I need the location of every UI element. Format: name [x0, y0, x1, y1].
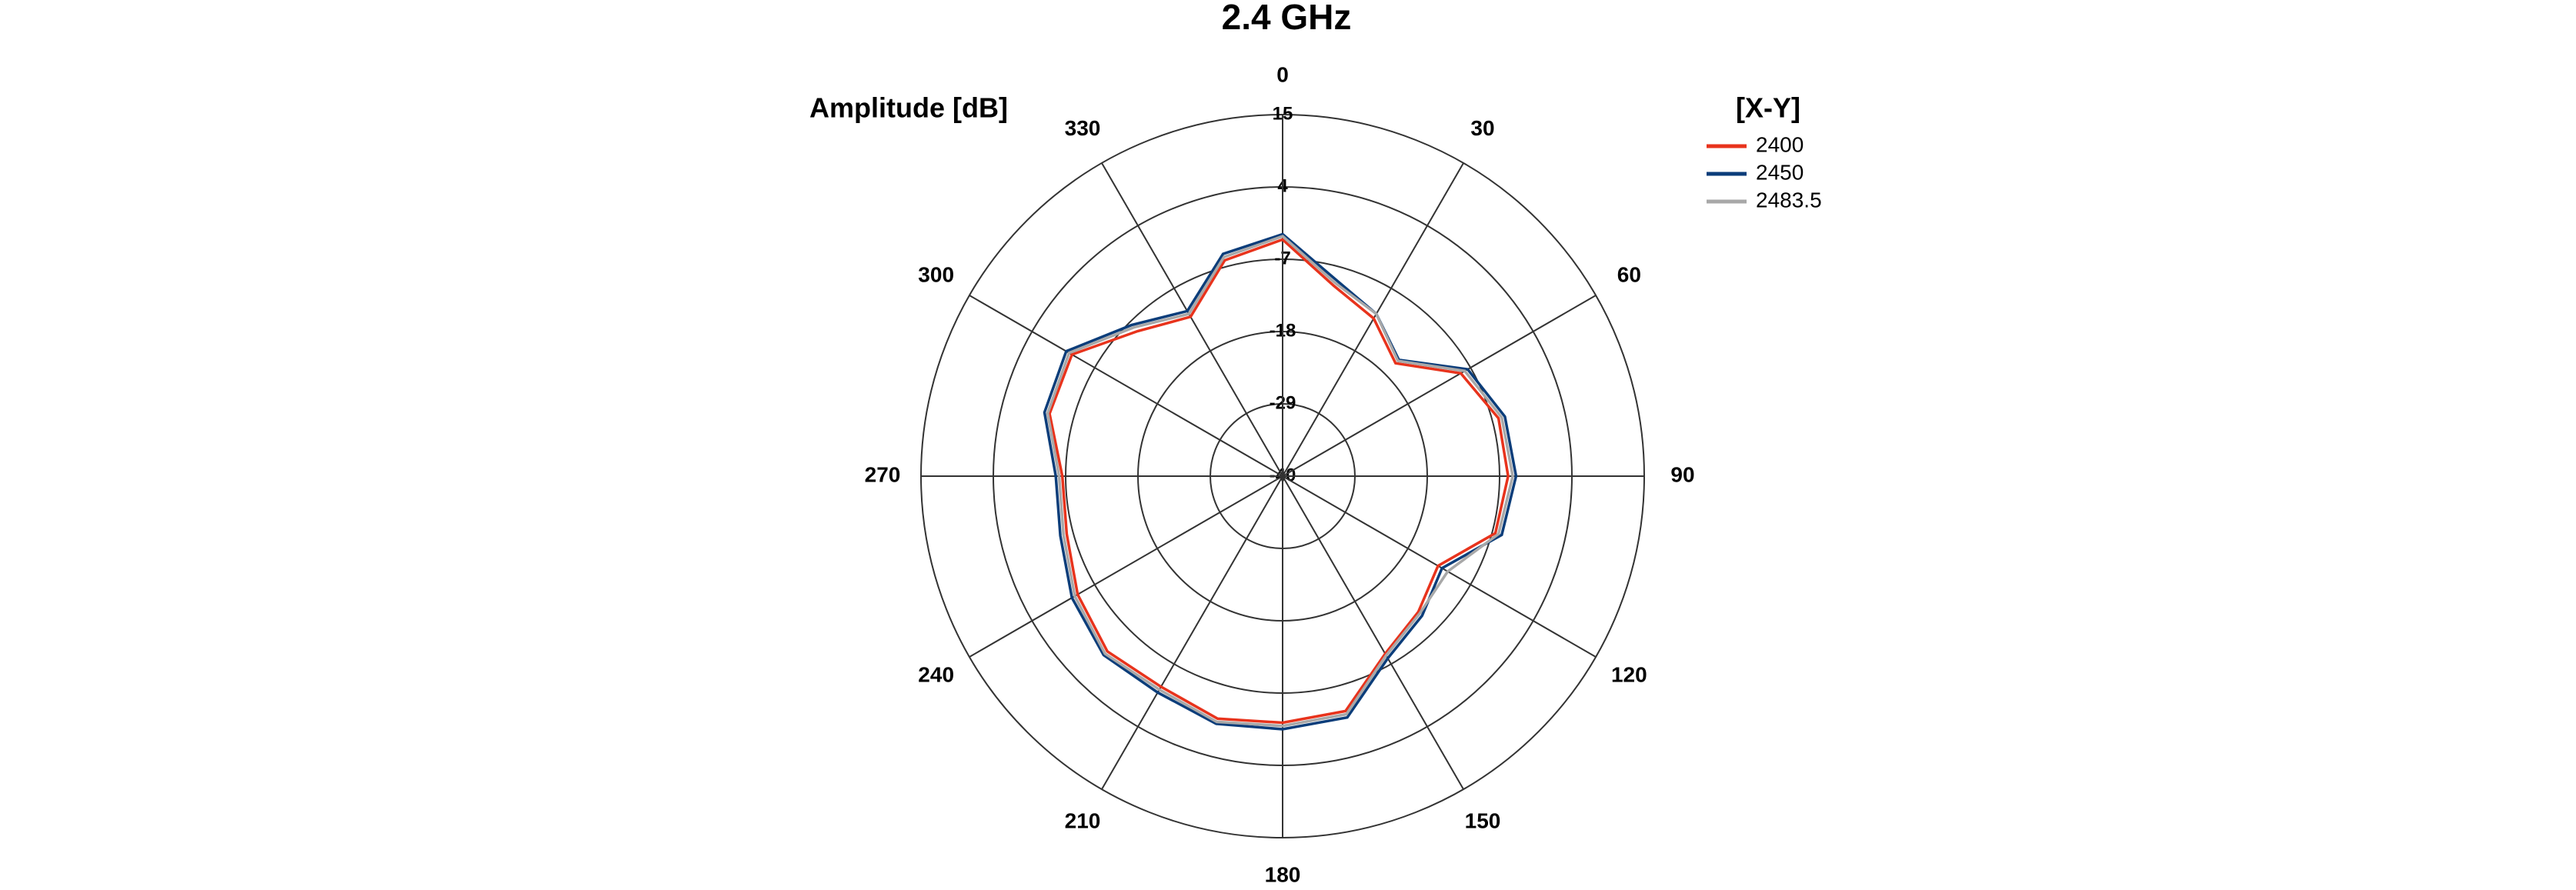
legend-title: [X-Y]	[1736, 92, 1800, 124]
spoke	[1101, 475, 1283, 790]
spoke	[969, 475, 1283, 658]
legend-label: 2450	[1756, 160, 1804, 184]
angle-tick-label: 0	[1276, 62, 1289, 86]
angle-tick-label: 150	[1465, 809, 1501, 833]
series-line	[1048, 238, 1510, 725]
spoke	[1282, 295, 1597, 477]
spoke	[969, 295, 1283, 477]
angle-tick-label: 300	[918, 262, 954, 286]
chart-title: 2.4 GHz	[1222, 0, 1352, 37]
radial-axis-label: Amplitude [dB]	[809, 92, 1008, 124]
spoke	[1282, 475, 1464, 790]
legend-label: 2400	[1756, 132, 1804, 156]
angle-tick-label: 270	[865, 462, 901, 486]
angle-tick-label: 330	[1065, 116, 1101, 140]
angle-tick-label: 240	[918, 662, 954, 686]
angle-tick-label: 30	[1470, 116, 1494, 140]
angle-tick-label: 180	[1265, 862, 1301, 886]
angle-tick-label: 120	[1611, 662, 1647, 686]
angle-tick-label: 60	[1617, 262, 1641, 286]
angle-tick-label: 210	[1065, 809, 1101, 833]
series-line	[1043, 232, 1518, 731]
legend-label: 2483.5	[1756, 188, 1822, 212]
spoke	[1101, 162, 1283, 477]
series-line	[1046, 235, 1514, 728]
angle-tick-label: 90	[1670, 462, 1694, 486]
